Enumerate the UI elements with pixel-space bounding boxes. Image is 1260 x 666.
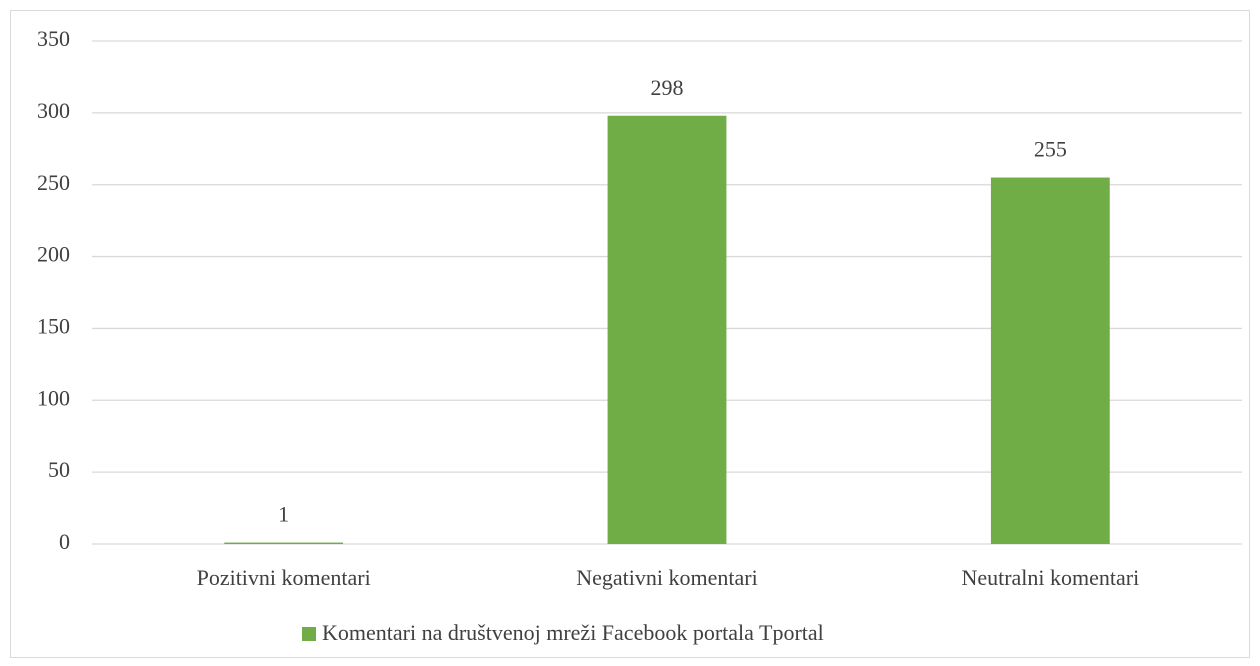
data-label: 298 [651, 75, 684, 100]
x-tick-label: Pozitivni komentari [197, 565, 371, 590]
y-tick-label: 250 [37, 170, 70, 195]
y-tick-label: 200 [37, 242, 70, 267]
data-label: 1 [278, 502, 289, 527]
y-tick-label: 300 [37, 98, 70, 123]
data-label: 255 [1034, 137, 1067, 162]
bar [607, 115, 727, 544]
y-tick-label: 350 [37, 26, 70, 51]
legend-swatch [302, 627, 316, 641]
y-tick-label: 50 [48, 457, 70, 482]
y-tick-label: 150 [37, 313, 70, 338]
x-tick-label: Negativni komentari [576, 565, 757, 590]
bar [224, 542, 344, 544]
y-tick-label: 100 [37, 385, 70, 410]
y-tick-label: 0 [59, 529, 70, 554]
bar [990, 177, 1110, 544]
x-tick-label: Neutralni komentari [961, 565, 1139, 590]
legend-label: Komentari na društvenoj mreži Facebook p… [322, 620, 824, 645]
